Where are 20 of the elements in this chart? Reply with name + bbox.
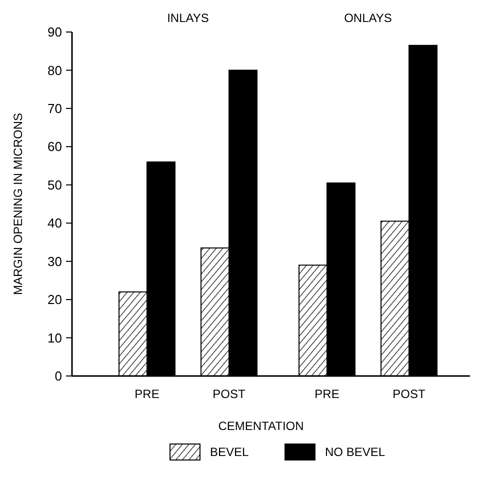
x-tick-label: POST	[392, 387, 426, 401]
y-tick-label: 70	[48, 100, 62, 116]
y-tick-label: 10	[48, 330, 62, 346]
legend-label: NO BEVEL	[325, 445, 386, 460]
x-tick-label: PRE	[134, 387, 160, 401]
text: ONLAYS	[344, 11, 392, 25]
y-tick-label: 50	[48, 177, 62, 192]
y-tick-label: 20	[48, 292, 62, 308]
y-tick-label: 60	[48, 139, 62, 154]
y-tick-label: 90	[48, 24, 62, 40]
legend-label: BEVEL	[210, 445, 250, 460]
y-tick-label: 30	[48, 254, 62, 269]
y-axis-title: MARGIN OPENING IN MICRONS	[11, 112, 25, 296]
x-tick-label: POST	[212, 387, 246, 401]
x-axis-title: CEMENTATION	[218, 419, 304, 433]
y-tick-label: 80	[48, 62, 62, 78]
x-tick-label: PRE	[314, 387, 340, 401]
text: INLAYS	[167, 11, 209, 25]
y-tick-label: 0	[54, 368, 62, 384]
y-tick-label: 40	[48, 216, 62, 231]
